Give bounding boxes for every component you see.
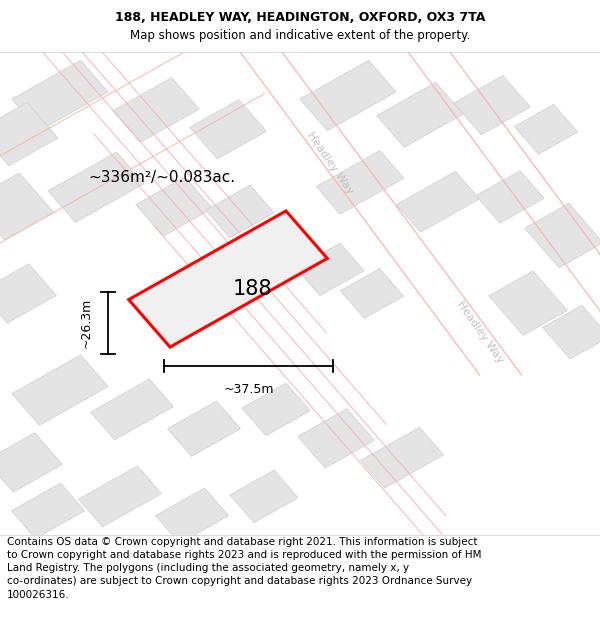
Polygon shape [476, 171, 544, 223]
Polygon shape [300, 60, 396, 131]
Polygon shape [206, 185, 274, 238]
Polygon shape [242, 383, 310, 436]
Text: Headley Way: Headley Way [305, 130, 355, 196]
Polygon shape [12, 355, 108, 426]
Polygon shape [48, 152, 144, 222]
Text: 188, HEADLEY WAY, HEADINGTON, OXFORD, OX3 7TA: 188, HEADLEY WAY, HEADINGTON, OXFORD, OX… [115, 11, 485, 24]
Polygon shape [230, 470, 298, 522]
Polygon shape [91, 379, 173, 440]
Polygon shape [397, 171, 479, 232]
Text: ~26.3m: ~26.3m [80, 298, 93, 349]
Polygon shape [113, 78, 199, 142]
Text: 188: 188 [232, 279, 272, 299]
Polygon shape [377, 82, 463, 148]
Polygon shape [298, 409, 374, 468]
Text: Map shows position and indicative extent of the property.: Map shows position and indicative extent… [130, 29, 470, 42]
Text: ~37.5m: ~37.5m [223, 383, 274, 396]
Text: ~336m²/~0.083ac.: ~336m²/~0.083ac. [88, 170, 236, 185]
Polygon shape [361, 428, 443, 488]
Polygon shape [524, 203, 600, 268]
Polygon shape [454, 76, 530, 135]
Polygon shape [0, 264, 56, 323]
Polygon shape [0, 102, 58, 166]
Polygon shape [340, 269, 404, 318]
Polygon shape [12, 60, 108, 131]
Polygon shape [0, 173, 54, 240]
Polygon shape [129, 211, 327, 347]
Polygon shape [167, 401, 241, 456]
Polygon shape [0, 433, 62, 492]
Polygon shape [11, 483, 85, 539]
Polygon shape [136, 177, 212, 236]
Text: Contains OS data © Crown copyright and database right 2021. This information is : Contains OS data © Crown copyright and d… [7, 537, 482, 599]
Polygon shape [514, 104, 578, 154]
Polygon shape [316, 151, 404, 214]
Text: Headley Way: Headley Way [455, 299, 505, 365]
Polygon shape [488, 271, 568, 336]
Polygon shape [542, 305, 600, 359]
Polygon shape [79, 466, 161, 527]
Polygon shape [155, 488, 229, 543]
Polygon shape [296, 243, 364, 296]
Polygon shape [190, 99, 266, 159]
